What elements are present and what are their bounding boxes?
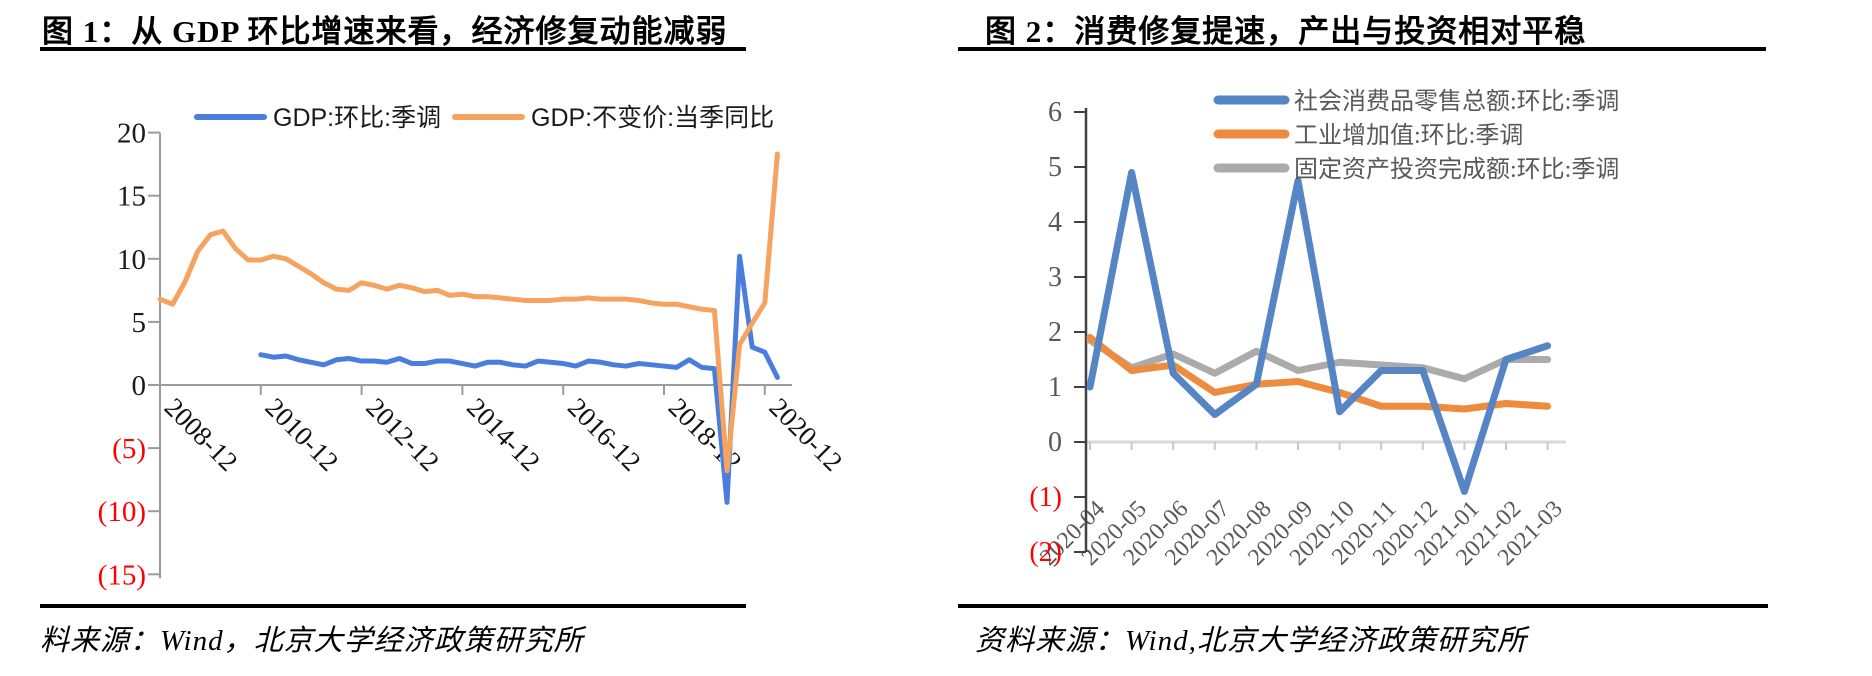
- monthly-activity-chart: 2020-042020-052020-062020-072020-082020-…: [1029, 88, 1619, 571]
- y-tick-label: 15: [117, 181, 146, 213]
- series-line: [1086, 334, 1552, 413]
- chart2-footer-rule: [958, 604, 1768, 608]
- x-tick-label: 2010-12: [260, 392, 345, 477]
- gdp-chart: 20 15 10 5 0 (5) (10) (15) 2008-12 2010-12 2012-12…: [98, 104, 849, 591]
- x-tick-label: 2008-12: [159, 392, 244, 477]
- y-tick-label: 2: [1048, 317, 1062, 348]
- y-tick-label: 20: [117, 118, 146, 150]
- y-tick-label: 6: [1048, 97, 1062, 128]
- series-line: [157, 151, 780, 474]
- legend-label: 社会消费品零售总额:环比:季调: [1294, 88, 1619, 115]
- y-tick-label: (15): [98, 559, 146, 591]
- y-tick-label: (1): [1029, 482, 1062, 513]
- chart1-footer-rule: [40, 604, 746, 608]
- x-tick-label: 2012-12: [360, 392, 445, 477]
- y-tick-label: 5: [132, 307, 147, 339]
- series-line: [1086, 336, 1552, 383]
- chart1-title-rule: [40, 47, 746, 51]
- x-tick-label: 2016-12: [562, 392, 647, 477]
- y-tick-label: 0: [132, 370, 147, 402]
- legend-label: 固定资产投资完成额:环比:季调: [1294, 156, 1619, 183]
- y-tick-label: (2): [1029, 537, 1062, 568]
- x-tick-label: 2014-12: [461, 392, 546, 477]
- legend-label: GDP:不变价:当季同比: [531, 104, 774, 132]
- series-line: [258, 253, 780, 505]
- x-tick-label: 2020-12: [764, 392, 849, 477]
- chart1-title: 图 1：从 GDP 环比增速来看，经济修复动能减弱: [42, 14, 728, 49]
- chart1-source: 料来源：Wind，北京大学经济政策研究所: [40, 625, 584, 657]
- y-tick-label: 5: [1048, 152, 1062, 183]
- chart2-source: 资料来源：Wind,北京大学经济政策研究所: [975, 625, 1527, 657]
- y-tick-label: (10): [98, 496, 146, 528]
- chart2-title: 图 2：消费修复提速，产出与投资相对平稳: [985, 14, 1587, 49]
- y-tick-label: 1: [1048, 372, 1062, 403]
- legend-label: GDP:环比:季调: [273, 104, 441, 132]
- y-tick-label: 4: [1048, 207, 1062, 238]
- series-line: [1086, 169, 1552, 495]
- y-tick-label: (5): [112, 433, 146, 465]
- y-tick-label: 10: [117, 244, 146, 276]
- y-tick-label: 3: [1048, 262, 1062, 293]
- legend-label: 工业增加值:环比:季调: [1294, 122, 1523, 149]
- y-tick-label: 0: [1048, 427, 1062, 458]
- chart2-title-rule: [958, 47, 1766, 51]
